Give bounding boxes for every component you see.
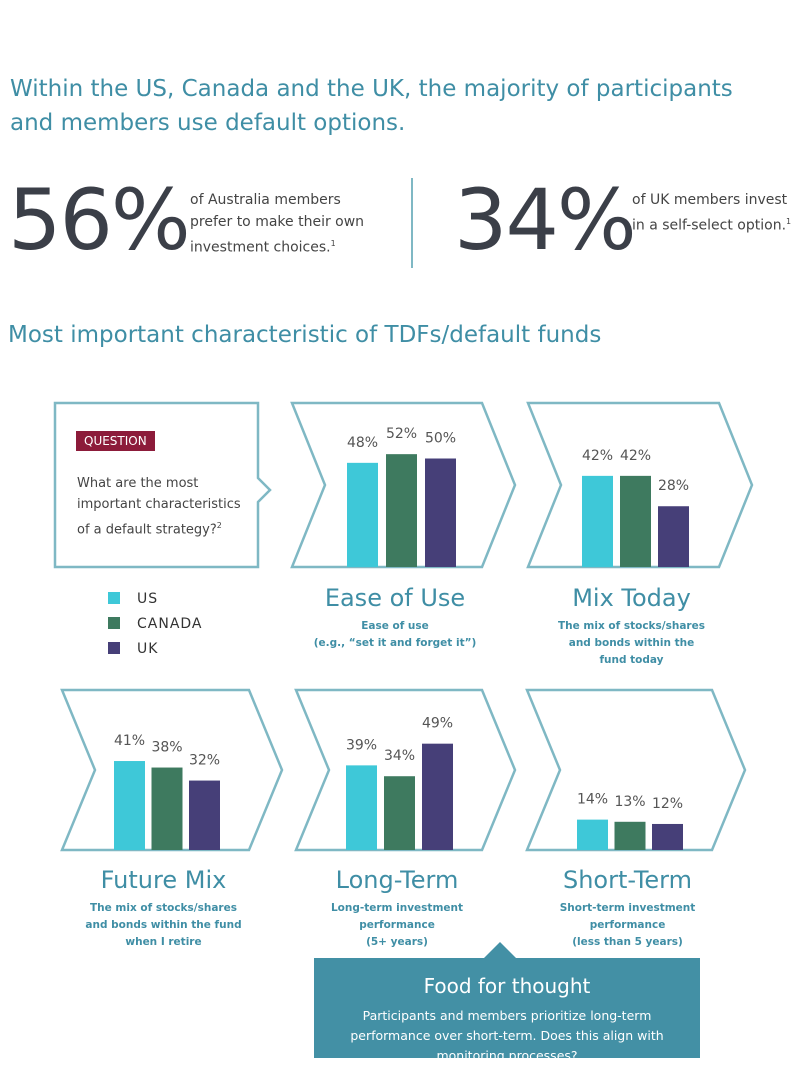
stat-text: of UK members invest in a self-select op… — [632, 189, 792, 237]
food-for-thought: Food for thought Participants and member… — [314, 958, 700, 1063]
value-label: 14% — [577, 792, 608, 808]
value-label: 50% — [425, 431, 456, 447]
legend-label: CANADA — [137, 616, 203, 632]
value-label: 42% — [620, 448, 651, 464]
stat-value: 34% — [454, 171, 637, 269]
chart-subtitle: performance — [590, 919, 666, 931]
value-label: 13% — [614, 794, 645, 810]
section-title: Most important characteristic of TDFs/de… — [8, 322, 602, 348]
chevron — [60, 688, 284, 852]
stat-value: 56% — [8, 171, 191, 269]
stat-text-body: of UK members invest in a self-select op… — [632, 192, 788, 234]
value-label: 34% — [384, 748, 415, 764]
bar — [114, 761, 145, 850]
bar — [620, 475, 651, 567]
callout-text: Participants and members prioritize long… — [350, 1008, 664, 1063]
value-label: 49% — [422, 716, 453, 732]
bar — [582, 475, 613, 567]
headline: Within the US, Canada and the UK, the ma… — [10, 76, 733, 136]
value-label: 41% — [114, 733, 145, 749]
chart-subtitle: Long-term investment — [331, 902, 463, 914]
value-label: 28% — [658, 478, 689, 494]
chart-title: Future Mix — [101, 866, 227, 894]
chevron — [294, 688, 517, 852]
chart-subtitle: and bonds within the — [569, 637, 695, 649]
bar — [658, 506, 689, 567]
chart-subtitle: Short-term investment — [560, 902, 696, 914]
chart-title: Short-Term — [563, 866, 692, 894]
chart-subtitle: when I retire — [125, 936, 201, 948]
chart-title: Mix Today — [572, 584, 691, 612]
bar — [346, 765, 377, 850]
chart-subtitle: The mix of stocks/shares — [558, 620, 705, 632]
question-body: What are the most important characterist… — [77, 476, 241, 538]
chevron — [290, 401, 517, 569]
bar — [652, 823, 683, 850]
bar — [577, 819, 608, 850]
footnote: 2 — [216, 521, 222, 530]
chart-title: Ease of Use — [325, 584, 465, 612]
bar — [386, 454, 417, 567]
chart-subtitle: Ease of use — [361, 620, 429, 632]
chart-subtitle: The mix of stocks/shares — [90, 902, 237, 914]
callout-title: Food for thought — [423, 974, 591, 998]
value-label: 39% — [346, 737, 377, 753]
footnote: 1 — [330, 239, 336, 248]
legend-label: UK — [137, 641, 158, 657]
stat-text-body: of Australia members prefer to make thei… — [190, 192, 365, 256]
bar — [347, 462, 378, 567]
chart-subtitle: and bonds within the fund — [85, 919, 241, 931]
legend-label: US — [137, 591, 158, 607]
chart-title: Long-Term — [336, 866, 459, 894]
question-label: QUESTION — [76, 431, 155, 451]
value-label: 42% — [582, 448, 613, 464]
legend-swatch — [108, 592, 120, 604]
chart-subtitle: fund today — [599, 654, 663, 666]
chart-subtitle: performance — [359, 919, 435, 931]
bar — [422, 743, 453, 850]
stat-text: of Australia members prefer to make thei… — [190, 189, 365, 259]
chart-subtitle: (e.g., “set it and forget it”) — [314, 637, 477, 649]
value-label: 48% — [347, 435, 378, 451]
value-label: 38% — [151, 740, 182, 756]
value-label: 52% — [386, 426, 417, 442]
bar — [384, 776, 415, 850]
chevron — [526, 401, 754, 569]
bar — [189, 780, 220, 850]
chevron — [525, 688, 747, 852]
legend-swatch — [108, 642, 120, 654]
question-text: What are the most important characterist… — [77, 473, 247, 540]
legend-swatch — [108, 617, 120, 629]
bar — [425, 458, 456, 567]
value-label: 32% — [189, 753, 220, 769]
chart-subtitle: (less than 5 years) — [572, 936, 683, 948]
bar — [151, 767, 183, 850]
value-label: 12% — [652, 796, 683, 812]
footnote: 1 — [786, 217, 792, 226]
bar — [614, 821, 646, 850]
callout-pointer — [484, 942, 516, 958]
chart-subtitle: (5+ years) — [366, 936, 428, 948]
